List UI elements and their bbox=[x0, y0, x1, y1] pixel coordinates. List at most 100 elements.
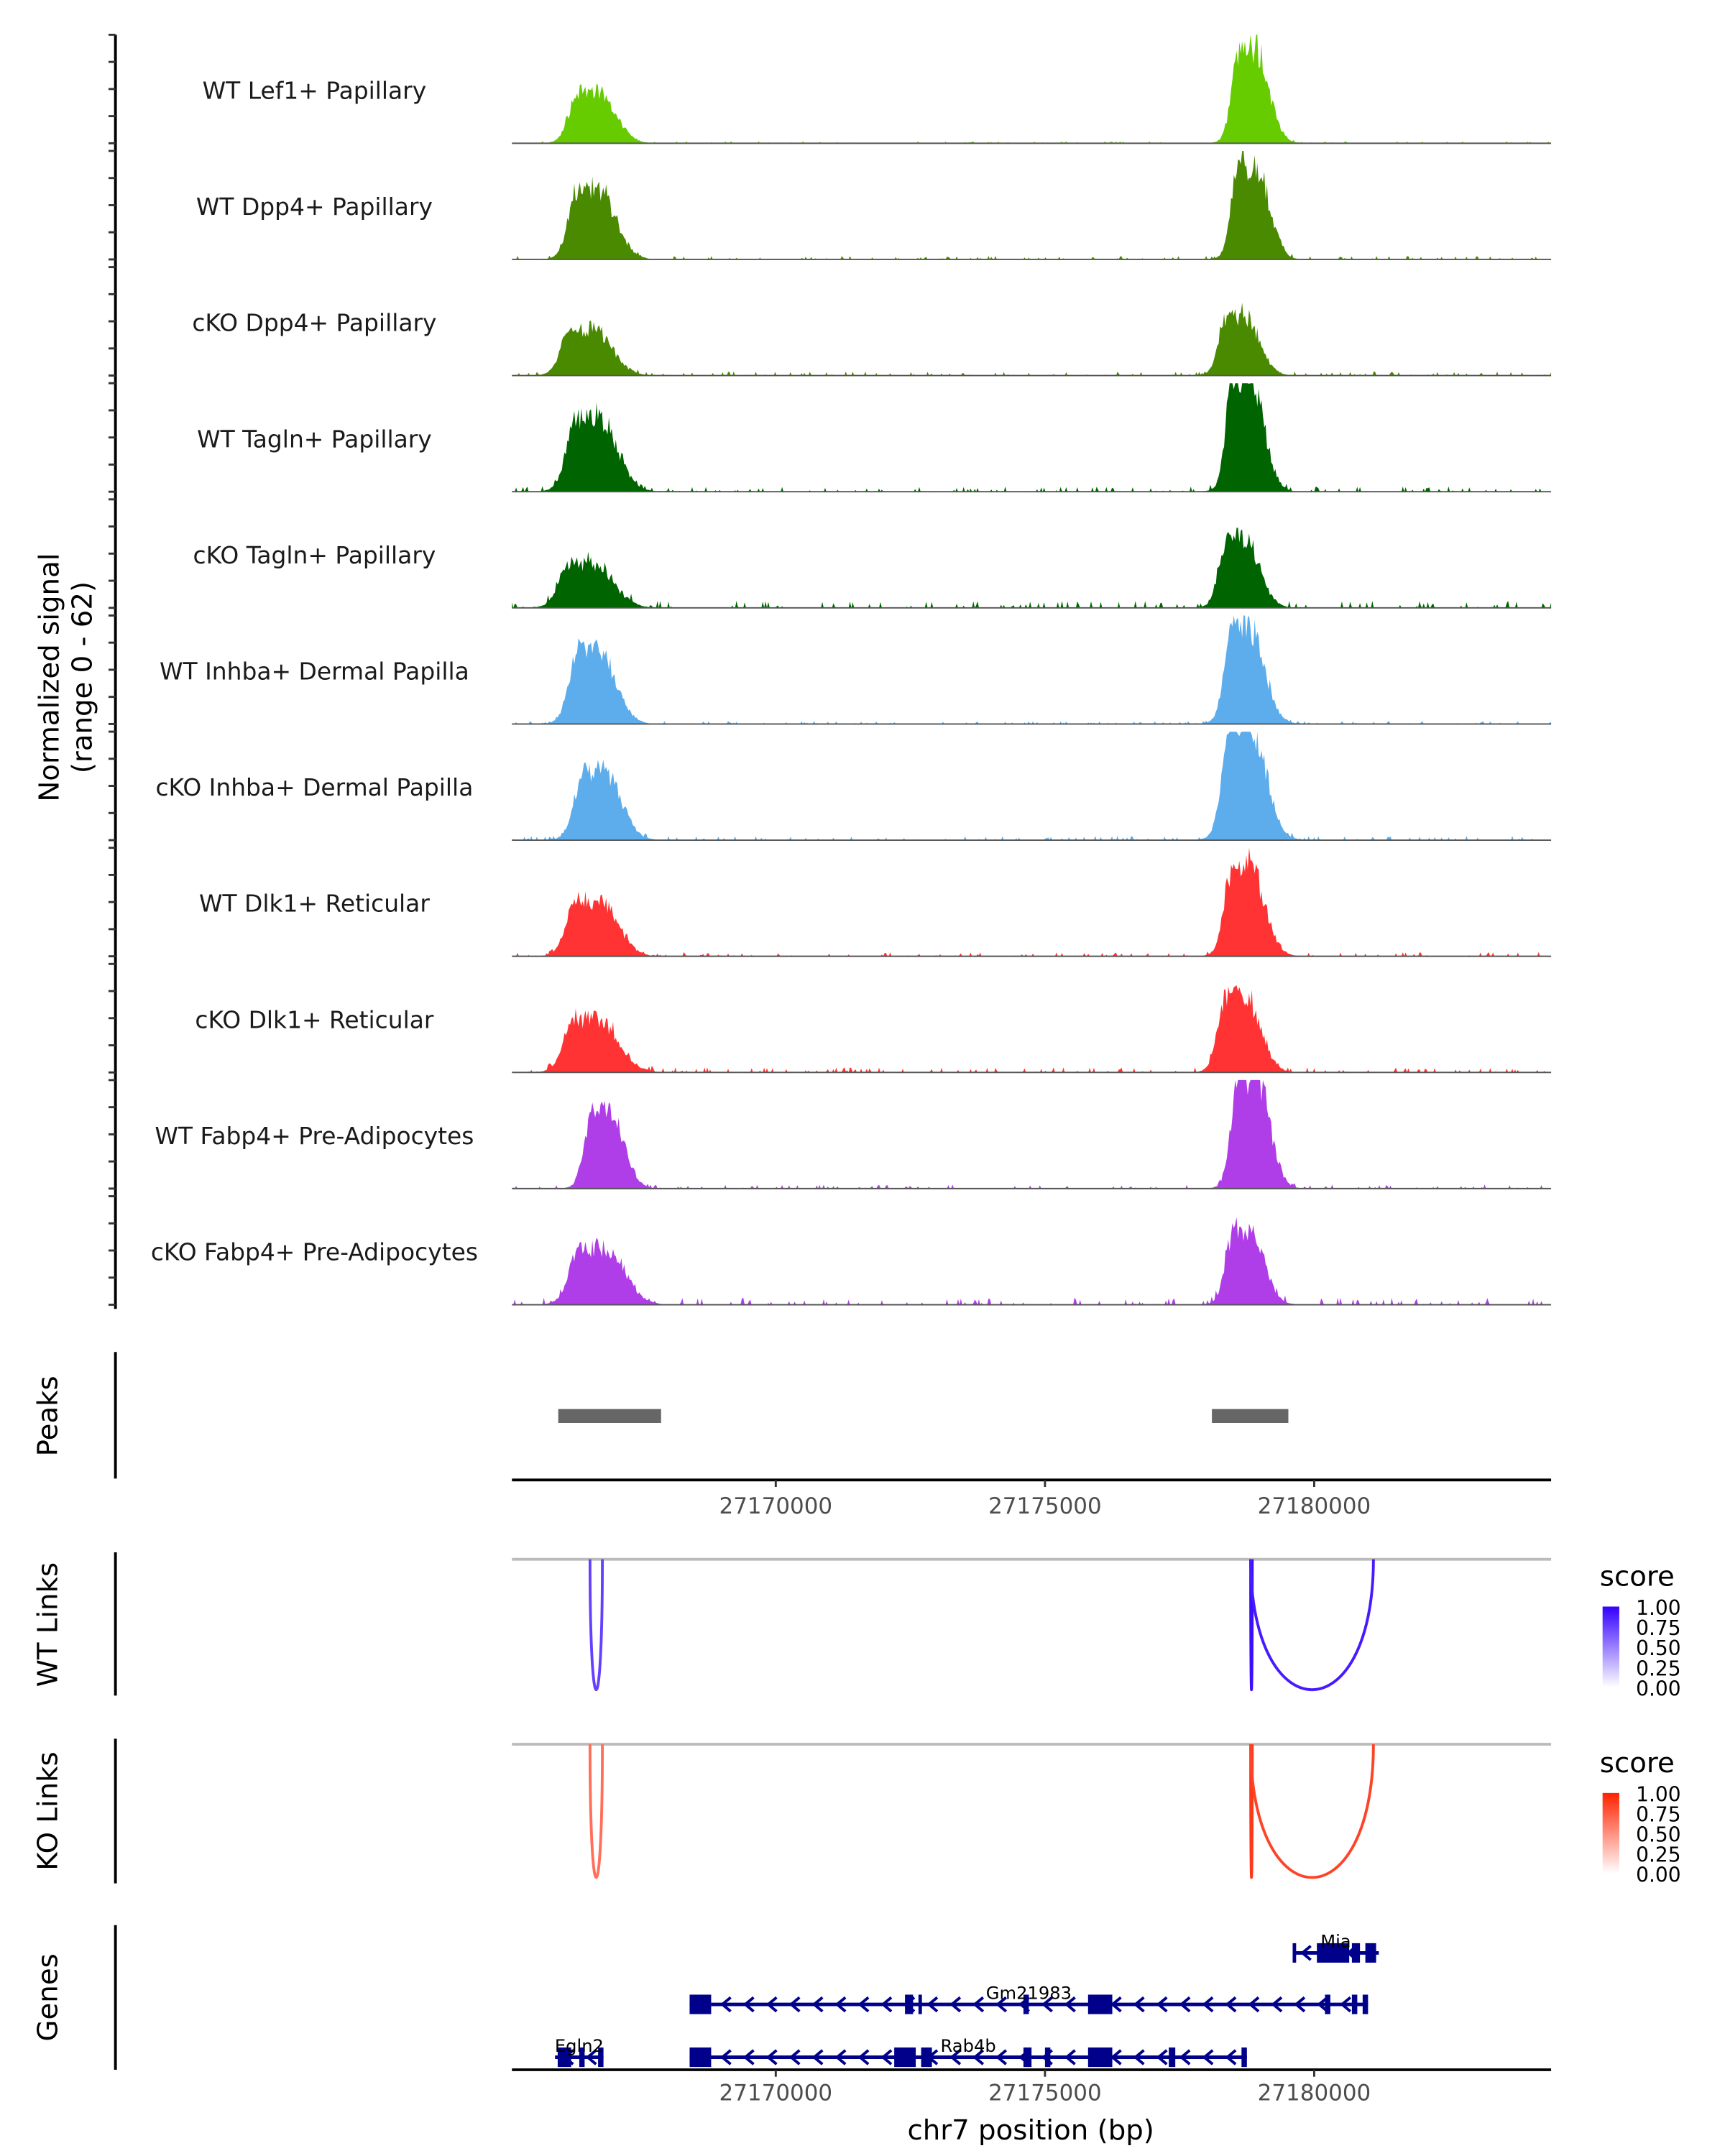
coverage-track-label: WT Lef1+ Papillary bbox=[203, 76, 427, 104]
coverage-track-label: WT Dlk1+ Reticular bbox=[199, 890, 430, 918]
wt-links-panel-title: WT Links bbox=[32, 1562, 64, 1687]
strand-arrow bbox=[1202, 1996, 1214, 2013]
peaks-panel-title: Peaks bbox=[32, 1376, 64, 1456]
exon bbox=[918, 1994, 922, 2014]
exon bbox=[689, 1994, 712, 2014]
coverage-track: cKO Fabp4+ Pre-Adipocytes bbox=[151, 1217, 1552, 1306]
coverage-area bbox=[512, 985, 1552, 1073]
x-tick-label: 27175000 bbox=[988, 2081, 1102, 2106]
coverage-track: WT Lef1+ Papillary bbox=[203, 34, 1552, 144]
coverage-track-label: cKO Dlk1+ Reticular bbox=[195, 1005, 434, 1033]
coverage-track-label: WT Tagln+ Papillary bbox=[197, 425, 432, 453]
exon bbox=[1169, 2047, 1176, 2068]
coverage-area bbox=[512, 1217, 1552, 1305]
legend-colorbar bbox=[1602, 1792, 1619, 1874]
gene-model: Egln2 bbox=[555, 2036, 604, 2068]
strand-arrow bbox=[1133, 2049, 1145, 2065]
strand-arrow bbox=[1271, 1996, 1283, 2013]
link-arc bbox=[1249, 1559, 1254, 1691]
strand-arrow bbox=[972, 2049, 985, 2065]
exon bbox=[1087, 1994, 1113, 2014]
exon bbox=[1044, 2047, 1051, 2068]
x-axis-title: chr7 position (bp) bbox=[907, 2114, 1154, 2147]
coverage-area bbox=[512, 151, 1552, 259]
strand-arrow bbox=[742, 1996, 755, 2013]
strand-arrow bbox=[857, 2049, 870, 2065]
strand-arrow bbox=[765, 2049, 778, 2065]
x-tick-label: 27180000 bbox=[1258, 1493, 1371, 1519]
strand-arrow bbox=[1156, 2049, 1168, 2065]
strand-arrow bbox=[972, 1996, 985, 2013]
strand-arrow bbox=[1317, 1996, 1329, 2013]
wt-links-panel: WT Links bbox=[32, 1552, 117, 1696]
exon bbox=[1351, 1943, 1361, 1963]
legend-label: 1.00 bbox=[1636, 1596, 1680, 1620]
exon bbox=[1365, 1943, 1376, 1963]
coverage-track: WT Dpp4+ Papillary bbox=[196, 151, 1552, 260]
strand-arrow bbox=[834, 1996, 847, 2013]
x-tick-label: 27170000 bbox=[719, 1493, 833, 1519]
strand-arrow bbox=[788, 2049, 801, 2065]
legend-label: 0.00 bbox=[1636, 1677, 1680, 1700]
strand-arrow bbox=[719, 1996, 732, 2013]
strand-arrow bbox=[585, 2049, 597, 2065]
coverage-track-label: WT Fabp4+ Pre-Adipocytes bbox=[155, 1122, 474, 1150]
legend-label: 0.25 bbox=[1636, 1843, 1680, 1867]
gene-label: Egln2 bbox=[555, 2036, 604, 2056]
coverage-track: cKO Dlk1+ Reticular bbox=[195, 985, 1552, 1074]
gene-label: Rab4b bbox=[941, 2036, 996, 2056]
genes-panel-title: Genes bbox=[32, 1953, 64, 2041]
coverage-area bbox=[512, 732, 1552, 841]
strand-arrow bbox=[834, 2049, 847, 2065]
strand-arrow bbox=[719, 2049, 732, 2065]
coverage-area bbox=[512, 528, 1552, 608]
x-tick-label: 27175000 bbox=[988, 1493, 1102, 1519]
exon bbox=[1317, 1943, 1350, 1963]
strand-arrow bbox=[1041, 1996, 1053, 2013]
legend-label: 0.50 bbox=[1636, 1636, 1680, 1660]
strand-arrow bbox=[880, 1996, 893, 2013]
ko-links-panel-title: KO Links bbox=[32, 1751, 64, 1870]
strand-arrow bbox=[1110, 2049, 1122, 2065]
exon bbox=[1241, 2047, 1247, 2068]
legend-label: 0.25 bbox=[1636, 1657, 1680, 1680]
strand-arrow bbox=[1156, 1996, 1168, 2013]
exon bbox=[689, 2047, 712, 2068]
exon bbox=[1325, 1994, 1330, 2014]
link-arc bbox=[1249, 1744, 1375, 1879]
coverage-tracks: WT Lef1+ Papillary WT Dpp4+ Papillary cKO … bbox=[151, 34, 1552, 1306]
link-arc bbox=[1249, 1744, 1254, 1879]
gene-model: Mia bbox=[1292, 1932, 1379, 1963]
x-tick-label: 27180000 bbox=[1258, 2081, 1371, 2106]
strand-arrow bbox=[995, 1996, 1008, 2013]
coverage-area bbox=[512, 1079, 1552, 1189]
link-arc bbox=[1249, 1559, 1375, 1692]
legend-title: score bbox=[1600, 1747, 1675, 1779]
genes-panel: Genes bbox=[32, 1925, 117, 2070]
strand-arrow bbox=[788, 1996, 801, 2013]
strand-arrow bbox=[1340, 1996, 1352, 2013]
strand-arrow bbox=[1179, 1996, 1191, 2013]
exon bbox=[1023, 2047, 1032, 2068]
coverage-track-label: WT Dpp4+ Papillary bbox=[196, 193, 433, 221]
coverage-track: WT Fabp4+ Pre-Adipocytes bbox=[155, 1079, 1552, 1189]
legend-label: 0.00 bbox=[1636, 1864, 1680, 1887]
strand-arrow bbox=[1248, 1996, 1260, 2013]
coverage-track-label: cKO Tagln+ Papillary bbox=[193, 541, 436, 569]
link-arc bbox=[588, 1744, 604, 1879]
exon bbox=[557, 2047, 571, 2068]
coverage-area bbox=[512, 34, 1552, 144]
x-tick-label: 27170000 bbox=[719, 2081, 833, 2106]
ko-links-panel: KO Links bbox=[32, 1738, 117, 1884]
strand-arrow bbox=[811, 1996, 824, 2013]
coverage-area bbox=[512, 615, 1552, 724]
strand-arrow bbox=[811, 2049, 824, 2065]
coverage-track: WT Inhba+ Dermal Papilla bbox=[160, 615, 1552, 725]
legend-label: 0.50 bbox=[1636, 1823, 1680, 1847]
gene-label: Gm21983 bbox=[986, 1983, 1072, 2003]
coverage-track: cKO Tagln+ Papillary bbox=[193, 528, 1552, 609]
coverage-y-axis-range: (range 0 - 62) bbox=[67, 581, 99, 773]
exon bbox=[1023, 1994, 1029, 2014]
strand-arrow bbox=[995, 2049, 1008, 2065]
peak-bar bbox=[1212, 1409, 1289, 1423]
